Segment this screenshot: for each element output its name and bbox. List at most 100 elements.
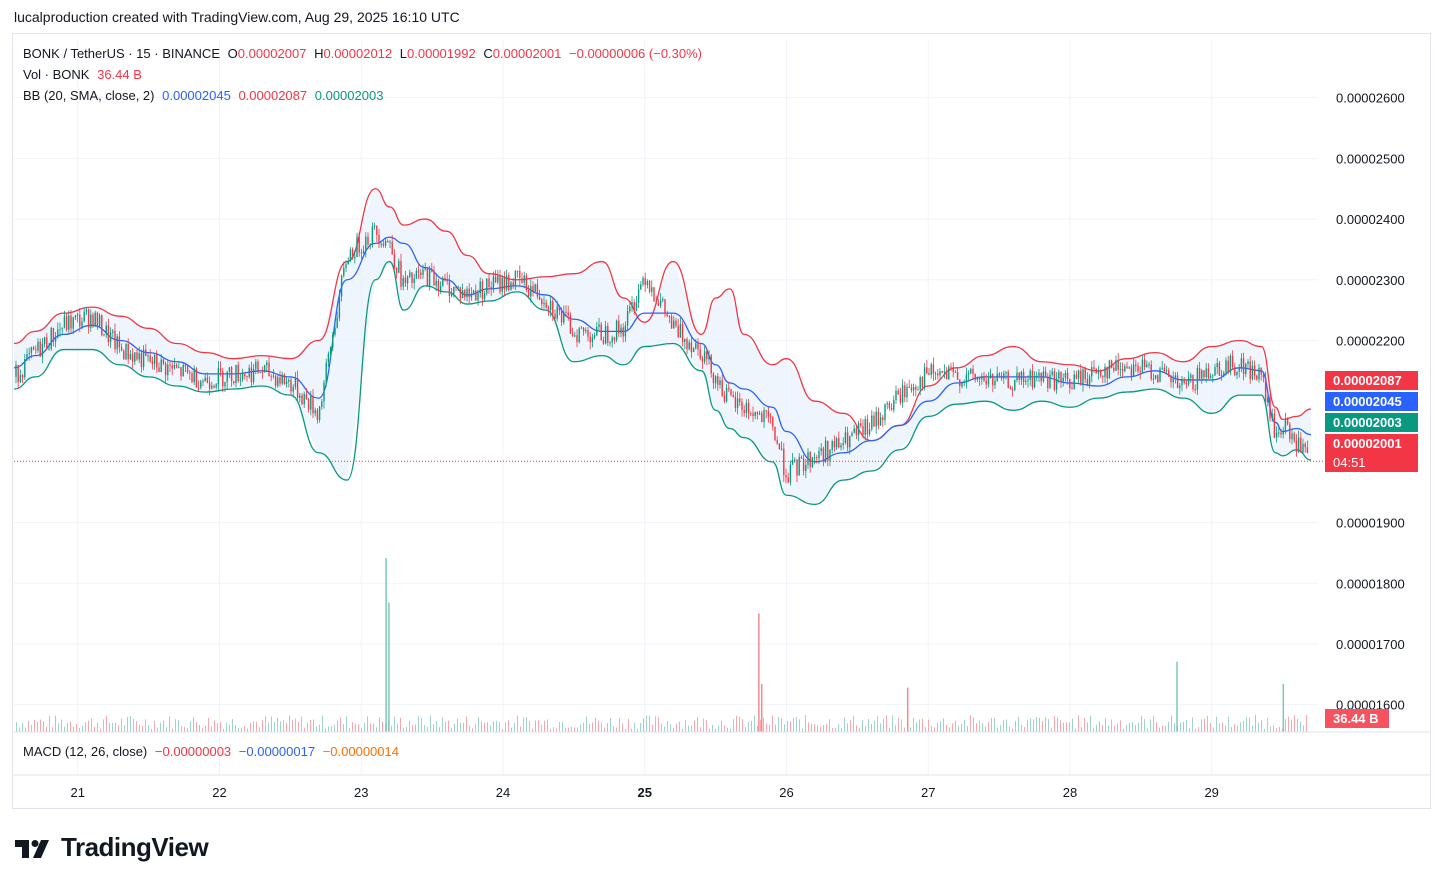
volume-bar [757,725,758,732]
candle-body [138,353,140,360]
volume-bar [259,727,260,732]
candle-body [169,364,171,366]
candle-body [81,321,83,327]
candle-body [1095,368,1097,374]
volume-bar [1132,722,1133,732]
volume-bar [1057,717,1058,732]
volume-bar [592,722,593,732]
candle-body [274,375,277,386]
candle-body [479,281,481,294]
volume-bar [1087,722,1088,732]
candle-body [79,314,81,327]
volume-bar [514,722,515,732]
candle-body [910,387,913,391]
y-tick-label: 0.00001900 [1336,516,1405,531]
candle-body [1091,367,1093,377]
volume-bar [904,727,905,732]
candle-body [1174,375,1177,378]
candle-body [882,417,884,421]
candle-body [774,426,776,441]
candle-body [992,374,994,386]
candle-body [180,367,182,377]
volume-bar [1147,728,1148,732]
volume-label[interactable]: Vol · BONK [23,67,90,82]
candle-body [411,272,413,284]
candle-body [1227,360,1229,373]
tradingview-logo[interactable]: TradingView [15,832,209,863]
candle-body [244,374,246,376]
candle-body [574,335,576,337]
candle-body [565,311,567,313]
candle-body [1209,376,1212,379]
candle-body [609,342,611,344]
volume-bar [568,727,569,732]
symbol-label[interactable]: BONK / TetherUS · 15 · BINANCE [23,46,220,61]
candle-body [369,244,371,246]
volume-bar [760,719,761,732]
volume-bar [241,727,242,732]
candle-body [1273,413,1276,438]
volume-bar [94,727,95,732]
volume-bar [1015,720,1016,732]
volume-bar [427,727,428,732]
candle-body [840,444,842,448]
bb-label[interactable]: BB (20, SMA, close, 2) [23,88,155,103]
candle-body [648,281,651,292]
candle-body [1088,376,1091,385]
volume-bar [274,722,275,732]
candle-body [52,327,55,342]
candle-body [156,354,158,368]
candle-body [651,287,653,292]
candle-body [1251,365,1254,380]
candle-body [785,475,787,478]
macd-label[interactable]: MACD (12, 26, close) [23,744,148,759]
candle-body [677,325,679,338]
candle-body [360,252,363,254]
volume-bar [208,717,209,732]
candle-body [349,249,352,262]
candle-body [723,395,726,402]
candle-body [248,367,250,377]
volume-bar [1144,719,1145,732]
candle-body [1284,419,1287,433]
candle-body [580,327,583,329]
lower-band-price-tag: 0.00002003 [1325,413,1418,432]
candle-body [413,278,415,284]
candle-body [365,236,367,251]
volume-bar [697,717,698,732]
candle-body [35,349,37,351]
candle-body [626,311,629,326]
candle-body [96,312,99,327]
volume-bar [1303,725,1304,732]
volume-bar [331,725,332,732]
volume-bar [250,722,251,732]
candle-body [912,387,915,391]
volume-bar [1174,723,1175,732]
candle-body [708,355,710,360]
chart-frame [12,33,1431,809]
candle-body [120,347,123,351]
volume-bar [1129,722,1130,732]
volume-bar [1117,723,1118,732]
candle-body [351,249,354,259]
candle-body [569,315,572,334]
candle-body [1082,369,1084,385]
candle-body [767,411,770,417]
volume-bar [910,727,911,732]
volume-bar [31,725,32,732]
volume-bar [640,722,641,732]
candle-body [1040,372,1042,382]
candle-body [710,355,712,374]
volume-bar [991,717,992,732]
bb-upper-line [13,188,1311,442]
candle-body [1240,358,1243,369]
candle-body [211,385,213,389]
candle-body [596,326,598,336]
candle-body [756,412,759,415]
volume-bar [901,719,902,732]
volume-bar [688,725,689,732]
volume-bar [931,726,932,732]
low-value: 0.00001992 [407,46,476,61]
volume-bar [1153,716,1154,732]
